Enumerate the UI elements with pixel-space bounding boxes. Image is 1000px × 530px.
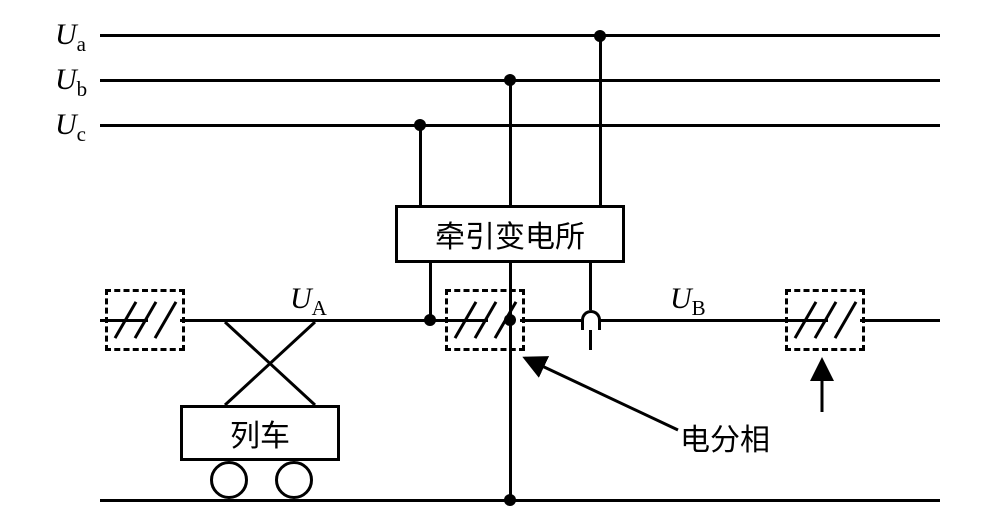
phase-a-line <box>100 34 940 37</box>
pantograph <box>200 320 350 408</box>
substation-box: 牵引变电所 <box>395 205 625 263</box>
output-right <box>589 263 592 310</box>
substation-label: 牵引变电所 <box>435 212 585 256</box>
tap-line-a <box>599 35 602 205</box>
catenary-label-b: UB <box>670 282 706 321</box>
catenary-node-left <box>424 314 436 326</box>
phase-break-2-node <box>504 314 516 326</box>
phase-break-callout-label: 电分相 <box>680 415 770 459</box>
tap-line-c <box>419 125 422 205</box>
train-wheel-1 <box>210 461 248 499</box>
rail-ground-node <box>504 494 516 506</box>
crossover-arc <box>581 310 601 330</box>
catenary-label-a: UA <box>290 282 327 321</box>
catenary-seg-5 <box>860 319 940 322</box>
tap-line-b <box>509 80 512 205</box>
phase-c-label: Uc <box>55 108 86 147</box>
phase-b-line <box>100 79 940 82</box>
train-wheel-2 <box>275 461 313 499</box>
phase-break-1-hatch <box>105 289 185 351</box>
phase-b-label: Ub <box>55 63 87 102</box>
output-right-below <box>589 330 592 350</box>
rail-line <box>100 499 940 502</box>
train-label: 列车 <box>230 411 290 455</box>
phase-break-3-hatch <box>785 289 865 351</box>
catenary-seg-3 <box>520 319 581 322</box>
phase-a-label: Ua <box>55 18 86 57</box>
train-body: 列车 <box>180 405 340 461</box>
phase-c-line <box>100 124 940 127</box>
output-left <box>429 263 432 320</box>
